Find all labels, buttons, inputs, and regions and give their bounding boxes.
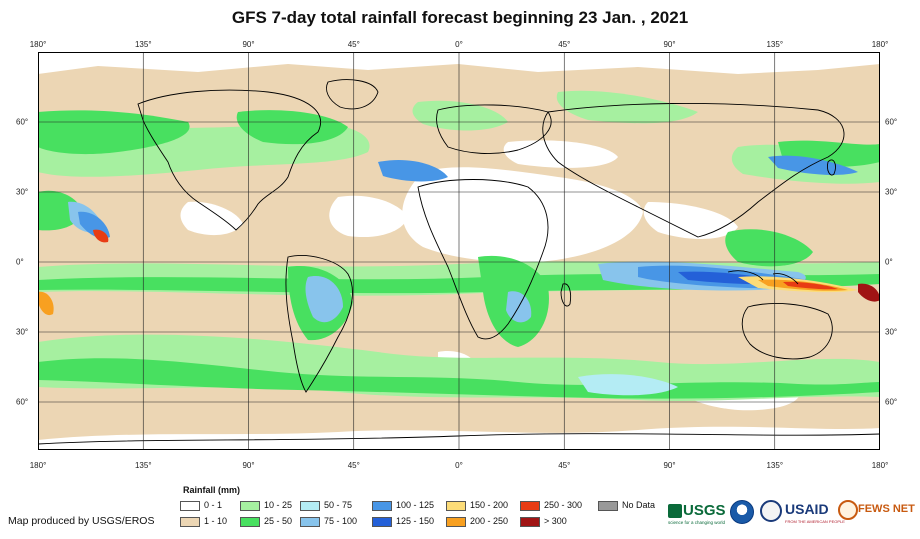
legend-swatch [180,501,200,511]
usgs-text: USGS [683,502,726,519]
asia-outline [542,102,845,238]
latitude-label-right: 30° [885,187,898,197]
legend-label: 150 - 200 [470,500,509,510]
latitude-label-right: 60° [885,397,898,407]
legend-label: 10 - 25 [264,500,293,510]
longitude-label: 45° [347,461,360,470]
map-title: GFS 7-day total rainfall forecast beginn… [231,8,689,27]
usgs-wave-icon [668,504,682,518]
legend-swatch [446,517,466,527]
south-america-outline [285,255,353,393]
longitude-label: 45° [558,40,571,49]
legend-swatch [300,501,320,511]
longitude-label: 180° [871,40,889,49]
longitude-label: 135° [134,461,152,470]
madagascar-outline [560,283,572,307]
longitude-label: 90° [663,40,676,49]
legend-label: 125 - 150 [396,516,435,526]
legend-swatch [180,517,200,527]
fewsnet-logo: FEWS NET [838,498,916,528]
usaid-text: USAID [785,501,829,517]
usgs-tagline: science for a changing world [668,520,726,525]
latitude-label-right: 0° [885,257,893,267]
legend-swatch [300,517,320,527]
legend-title: Rainfall (mm) [183,485,241,495]
longitude-label: 180° [871,461,889,470]
longitude-label: 90° [663,461,676,470]
graticule [38,52,880,450]
indonesia-outline [727,270,799,285]
legend-swatch [372,517,392,527]
credit-text: Map produced by USGS/EROS [8,515,155,527]
latitude-label-left: 60° [16,397,29,407]
legend-label: 100 - 125 [396,500,435,510]
latitude-label-left: 30° [16,327,29,337]
latitude-label-left: 0° [16,257,24,267]
australia-outline [741,303,833,360]
latitude-label-left: 60° [16,117,29,127]
longitude-label: 0° [455,40,463,49]
legend-label: 75 - 100 [324,516,358,526]
legend-label: 250 - 300 [544,500,583,510]
rainfall-map [38,52,880,450]
latitude-label-right: 30° [885,327,898,337]
map-frame [38,52,880,450]
antarctica-outline [38,433,880,445]
legend-label: 200 - 250 [470,516,509,526]
fewsnet-text: FEWS NET [858,503,915,515]
usaid-tagline: FROM THE AMERICAN PEOPLE [785,519,845,524]
legend-label: 50 - 75 [324,500,353,510]
japan-outline [827,159,836,176]
legend-label: 25 - 50 [264,516,293,526]
usaid-logo: USAID FROM THE AMERICAN PEOPLE [785,500,845,526]
latitude-label-left: 30° [16,187,29,197]
legend-swatch [520,517,540,527]
longitude-label: 135° [134,40,152,49]
legend-label: No Data [622,500,656,510]
legend-swatch [520,501,540,511]
longitude-label: 90° [242,461,255,470]
longitude-label: 45° [347,40,360,49]
longitude-label: 0° [455,461,463,470]
legend-swatch [240,517,260,527]
longitude-label: 45° [558,461,571,470]
longitude-label: 180° [29,461,47,470]
legend-label: > 300 [544,516,567,526]
longitude-label: 135° [766,40,784,49]
longitude-label: 135° [766,461,784,470]
legend-swatch [372,501,392,511]
longitude-label: 180° [29,40,47,49]
greenland-outline [326,79,379,110]
europe-outline [436,104,552,154]
legend-label: 0 - 1 [204,500,223,510]
africa-outline [417,179,549,340]
north-america-outline [137,89,321,231]
legend-swatch [446,501,466,511]
continent-outlines [38,79,880,445]
rain-150-plus [38,229,880,316]
noaa-logo-icon [730,500,754,524]
legend-swatch [598,501,618,511]
legend-label: 1 - 10 [204,516,228,526]
longitude-label: 90° [242,40,255,49]
dept-of-state-seal-icon [760,500,782,522]
latitude-label-right: 60° [885,117,898,127]
usgs-logo: USGS science for a changing world [668,502,728,528]
fewsnet-globe-icon [838,500,858,520]
legend-swatch [240,501,260,511]
